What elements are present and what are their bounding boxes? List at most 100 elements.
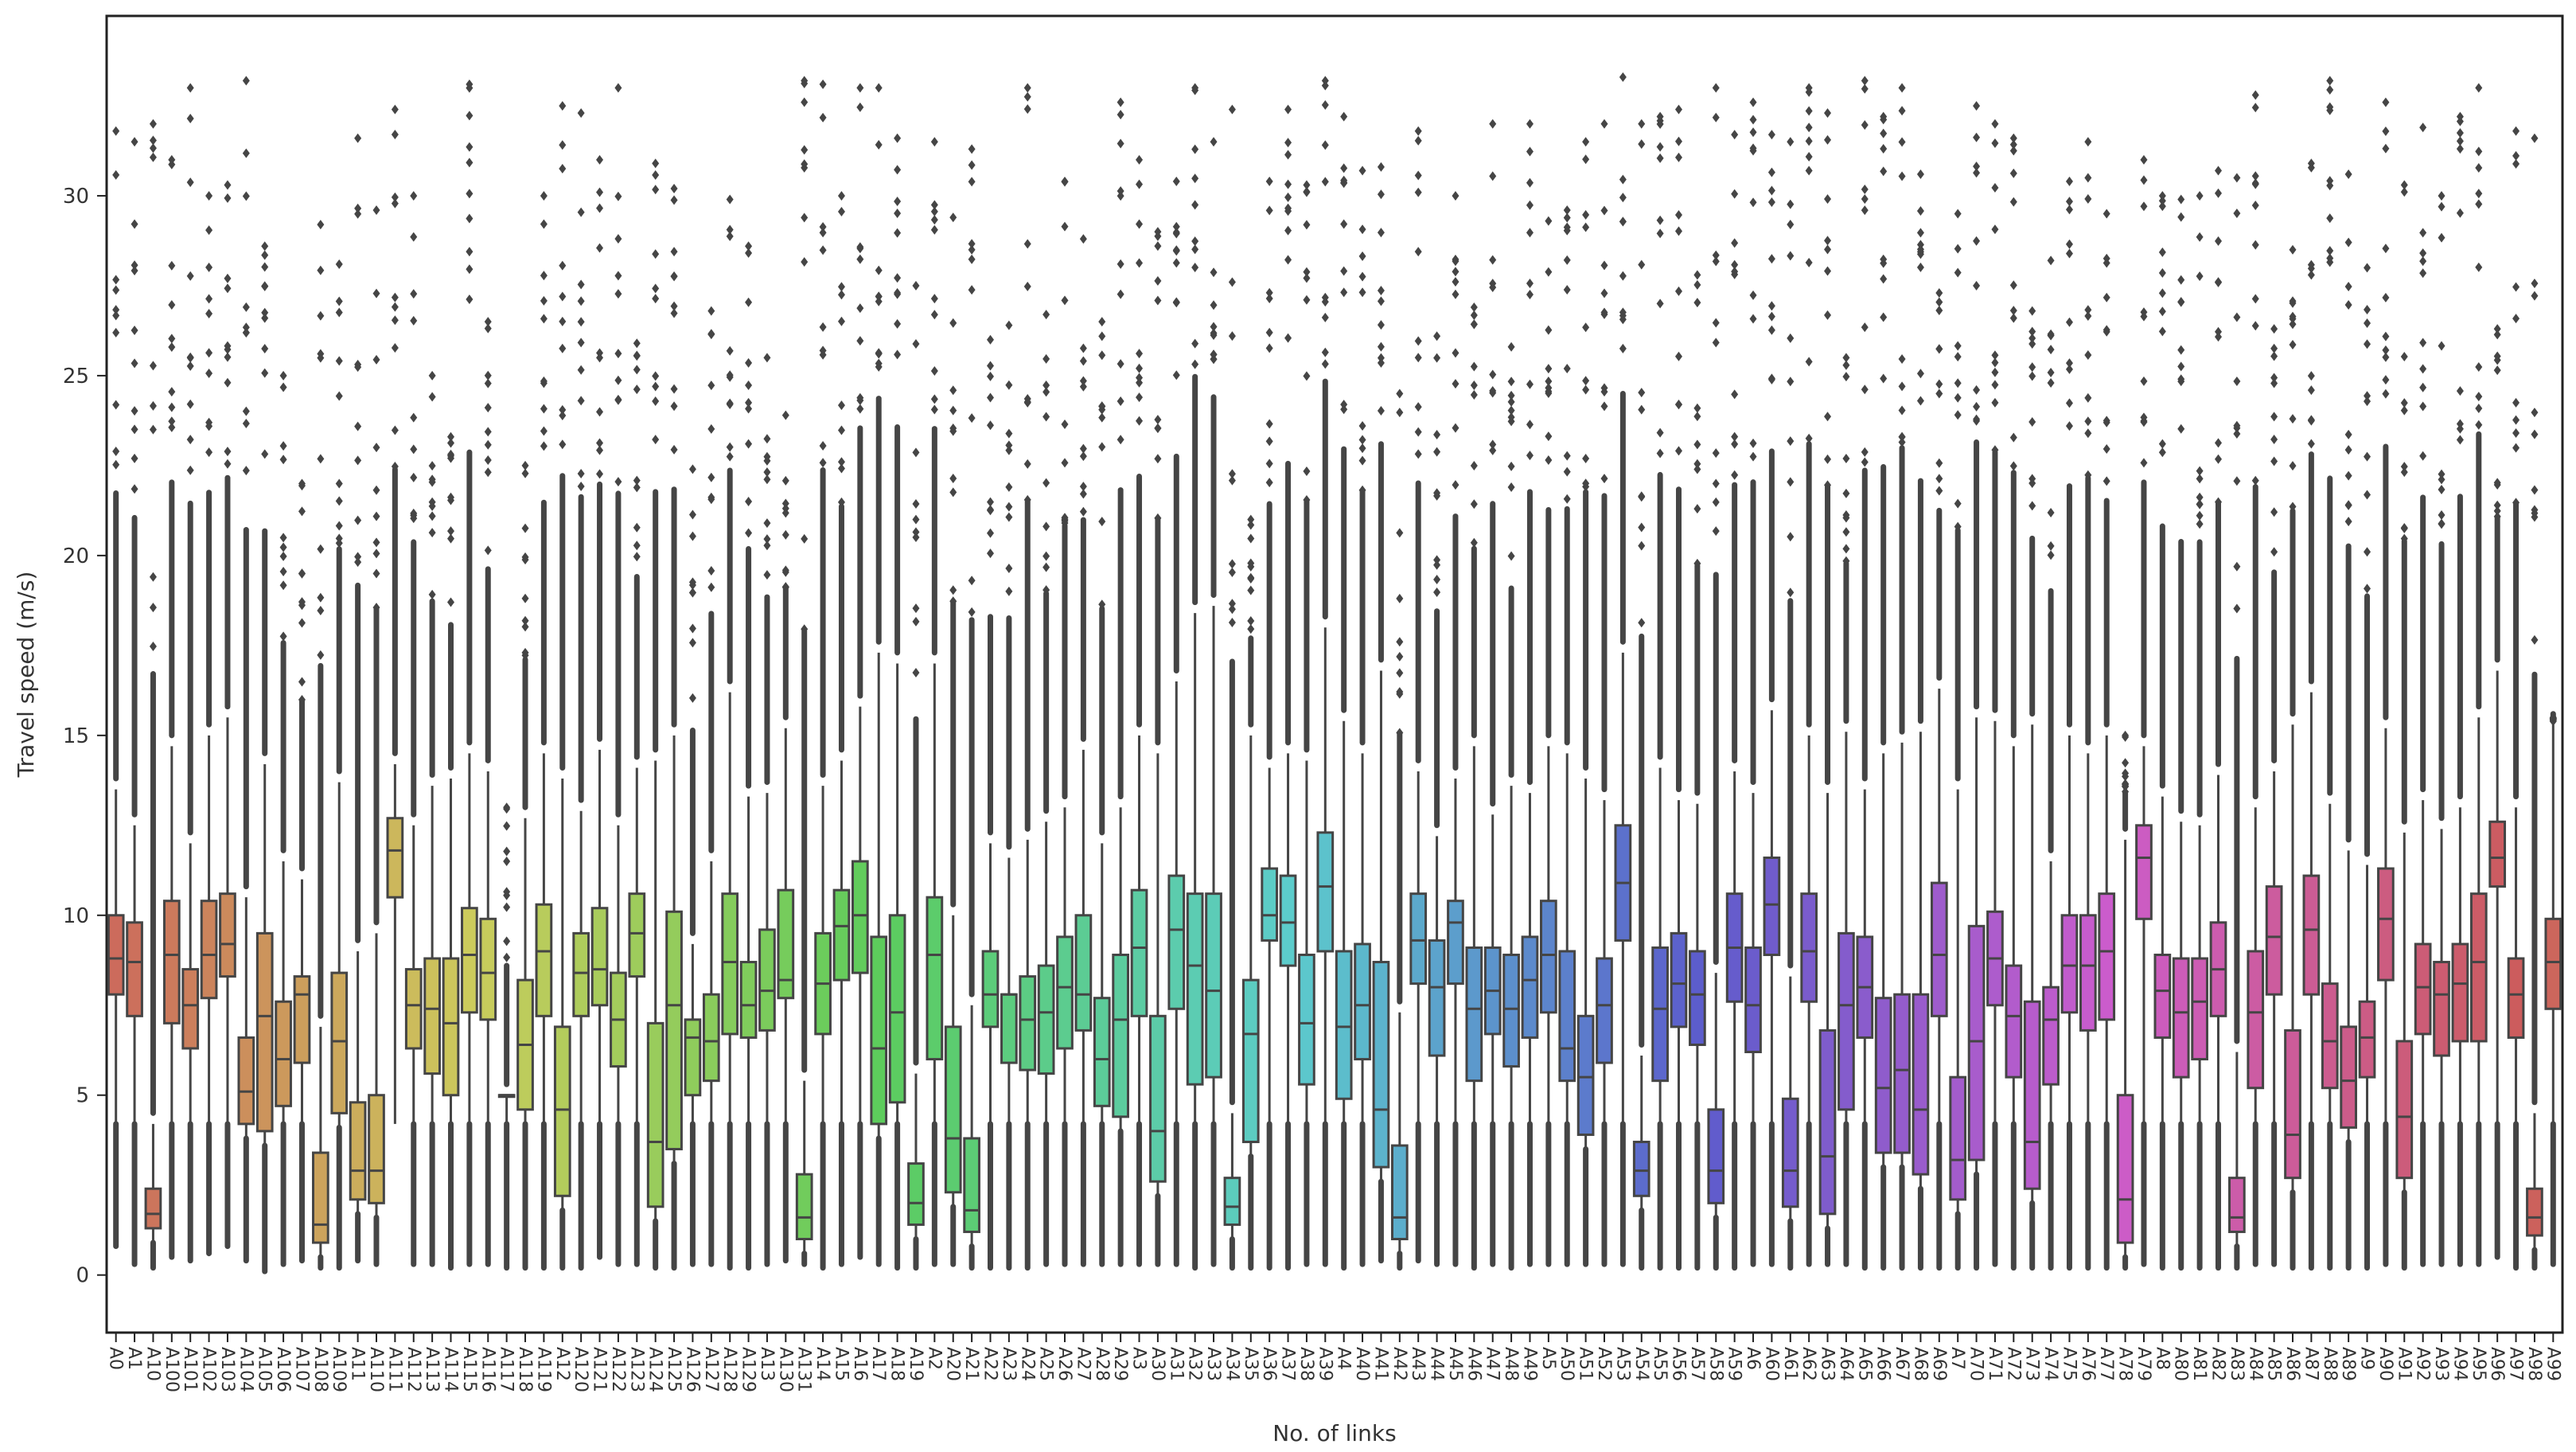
outlier-point [298, 694, 306, 705]
outlier-point [1693, 412, 1701, 422]
outlier-point [2009, 313, 2017, 323]
outlier-point [335, 356, 343, 366]
outlier-point [2233, 603, 2241, 614]
outlier-point [1749, 127, 1757, 138]
outlier-point [559, 343, 567, 353]
outlier-point [707, 582, 715, 592]
box-iqr [2098, 892, 2116, 1021]
outlier-point [1973, 401, 1981, 412]
box-A111 [386, 104, 404, 1124]
outlier-point [2438, 485, 2445, 495]
x-tick-label: A113 [422, 1347, 442, 1392]
outlier-point [1935, 458, 1943, 468]
outlier-point [1935, 297, 1943, 307]
outlier-point [1712, 338, 1720, 348]
box-A124 [646, 158, 664, 1271]
outlier-point [1452, 348, 1459, 358]
outlier-point [819, 228, 827, 238]
outlier-point [688, 531, 696, 541]
box-iqr [1930, 881, 1948, 1017]
outlier-point [1824, 108, 1832, 119]
outlier-point [819, 221, 827, 232]
outlier-point [1824, 266, 1832, 276]
outlier-point [1954, 352, 1962, 362]
outlier-point [614, 271, 622, 281]
outlier-point [2270, 378, 2278, 388]
outlier-point [372, 205, 380, 216]
outlier-point [930, 206, 938, 217]
x-tick-label: A78 [2115, 1347, 2135, 1381]
outlier-point [521, 460, 529, 470]
outlier-point [1191, 200, 1199, 210]
outlier-point [447, 492, 455, 502]
outlier-point [1284, 225, 1292, 236]
outlier-point [1656, 299, 1664, 309]
outlier-point [354, 133, 362, 143]
outlier-point [1545, 325, 1553, 335]
x-tick-label: A13 [757, 1347, 777, 1381]
x-tick-label: A9 [2357, 1347, 2377, 1370]
outlier-point [2084, 173, 2092, 183]
outlier-point [2084, 428, 2092, 439]
outlier-point [1265, 436, 1273, 447]
outlier-point [521, 647, 529, 658]
outlier-point [986, 505, 994, 516]
outlier-point [1842, 556, 1850, 566]
outlier-point [633, 365, 641, 375]
outlier-point [1935, 344, 1943, 354]
outlier-point [1712, 318, 1720, 328]
outlier-point [428, 501, 436, 511]
box-A23 [1000, 320, 1018, 1271]
outlier-point [1377, 342, 1385, 352]
outlier-point [2419, 364, 2427, 374]
outlier-point [503, 821, 511, 831]
box-A44 [1428, 331, 1446, 1267]
box-iqr [851, 860, 869, 974]
box-iqr [2358, 1000, 2376, 1079]
box-A94 [2451, 111, 2469, 1267]
box-iqr [2060, 914, 2079, 1014]
outlier-point [2214, 497, 2222, 507]
outlier-point [1396, 689, 1404, 699]
box-A4 [1335, 111, 1353, 1271]
outlier-point [242, 327, 250, 338]
outlier-point [410, 513, 418, 524]
box-A75 [2060, 176, 2079, 1271]
outlier-point [2270, 507, 2278, 517]
outlier-point [856, 303, 864, 314]
outlier-point [1340, 178, 1348, 188]
outlier-point [837, 497, 845, 507]
box-iqr [944, 1025, 962, 1194]
outlier-point [2122, 730, 2130, 740]
outlier-point [2512, 397, 2520, 408]
outlier-point [2419, 256, 2427, 267]
outlier-point [2531, 429, 2539, 439]
outlier-point [1656, 448, 1664, 459]
outlier-point [1973, 384, 1981, 395]
box-iqr [907, 1162, 925, 1226]
outlier-point [186, 435, 194, 445]
outlier-point [205, 225, 213, 236]
outlier-point [1898, 354, 1906, 365]
outlier-point [1787, 137, 1795, 147]
outlier-point [131, 325, 138, 335]
outlier-point [1749, 451, 1757, 462]
outlier-point [410, 315, 418, 326]
box-A55 [1651, 111, 1669, 1271]
outlier-point [1824, 454, 1832, 464]
outlier-point [224, 377, 232, 388]
x-tick-label: A106 [273, 1347, 293, 1392]
x-tick-label: A115 [459, 1347, 479, 1392]
x-tick-label: A119 [533, 1347, 553, 1392]
outlier-point [391, 292, 399, 302]
outlier-point [614, 83, 622, 93]
outlier-point [2158, 439, 2166, 449]
box-iqr [628, 892, 646, 978]
x-tick-label: A15 [831, 1347, 851, 1381]
box-iqr [1670, 931, 1688, 1028]
box-iqr [1465, 946, 1483, 1083]
outlier-point [2400, 523, 2408, 533]
x-tick-label: A96 [2487, 1347, 2507, 1381]
outlier-point [1824, 480, 1832, 490]
outlier-point [466, 189, 474, 199]
